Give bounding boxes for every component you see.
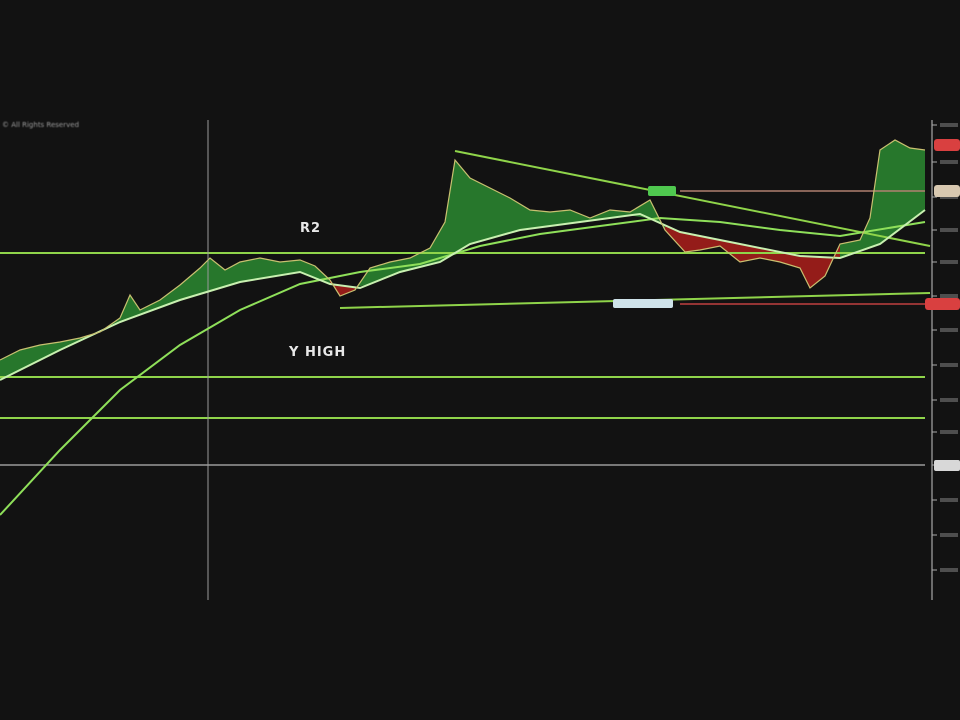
bull-fill-segment bbox=[280, 260, 300, 276]
bull-fill-segment bbox=[530, 210, 550, 229]
bull-fill-segment bbox=[895, 140, 910, 233]
bear-fill-segment bbox=[340, 285, 355, 296]
axis-tick-label bbox=[940, 498, 958, 502]
bull-fill-segment bbox=[180, 268, 200, 300]
bull-fill-segment bbox=[210, 258, 225, 291]
bull-fill-segment bbox=[20, 345, 40, 370]
axis-tick-label bbox=[940, 260, 958, 264]
bull-fill-segment bbox=[870, 150, 880, 248]
bull-fill-segment bbox=[570, 210, 590, 224]
bull-fill-segment bbox=[140, 300, 160, 315]
bear-fill-segment bbox=[800, 256, 810, 288]
bull-fill-segment bbox=[445, 160, 455, 259]
price-tag bbox=[925, 298, 960, 310]
bull-fill-segment bbox=[370, 262, 390, 284]
bull-fill-segment bbox=[240, 258, 260, 282]
fast-moving-average bbox=[0, 209, 926, 381]
axis-tick-label bbox=[940, 398, 958, 402]
current-price-tag bbox=[934, 139, 960, 151]
bull-fill-segment bbox=[260, 258, 280, 279]
y-high-label: Y HIGH bbox=[289, 345, 347, 360]
bull-fill-segment bbox=[130, 295, 140, 319]
trendline-label-tag bbox=[613, 299, 673, 308]
axis-tick-label bbox=[940, 363, 958, 367]
bull-fill-segment bbox=[910, 148, 925, 222]
price-line bbox=[0, 139, 926, 361]
axis-tick-label bbox=[940, 123, 958, 127]
bull-fill-segment bbox=[455, 160, 470, 253]
trendline bbox=[454, 150, 931, 247]
bull-fill-segment bbox=[510, 198, 530, 233]
bull-fill-segment bbox=[860, 218, 870, 251]
axis-tick-label bbox=[940, 328, 958, 332]
bear-fill-segment bbox=[810, 256, 825, 288]
bull-fill-segment bbox=[40, 342, 60, 360]
r2-label: R2 bbox=[300, 221, 322, 236]
axis-tick-label bbox=[940, 430, 958, 434]
axis-tick-label bbox=[940, 533, 958, 537]
axis-tick-label bbox=[940, 160, 958, 164]
bull-fill-segment bbox=[550, 210, 570, 226]
price-tag bbox=[934, 185, 960, 197]
bear-fill-segment bbox=[685, 233, 700, 252]
bear-fill-segment bbox=[720, 240, 740, 262]
bull-fill-segment bbox=[490, 188, 510, 239]
axis-tick-label bbox=[940, 294, 958, 298]
bull-fill-segment bbox=[470, 178, 490, 244]
bull-fill-segment bbox=[880, 140, 895, 244]
copyright-text: © All Rights Reserved bbox=[2, 121, 80, 129]
axis-tick-label bbox=[940, 228, 958, 232]
axis-tick-label bbox=[940, 568, 958, 572]
green-marker bbox=[648, 186, 676, 196]
crosshair-price-tag bbox=[934, 460, 960, 471]
